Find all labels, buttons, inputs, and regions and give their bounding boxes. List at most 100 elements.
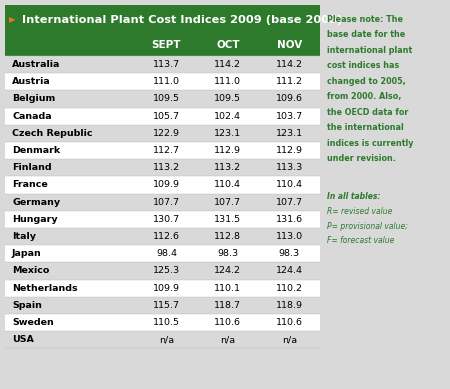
Text: 113.2: 113.2 bbox=[153, 163, 180, 172]
Text: base date for the: base date for the bbox=[327, 30, 405, 40]
Text: 122.9: 122.9 bbox=[153, 129, 180, 138]
Text: USA: USA bbox=[12, 335, 34, 344]
Bar bbox=[5, 56, 320, 73]
Bar bbox=[5, 108, 320, 125]
Text: changed to 2005,: changed to 2005, bbox=[327, 77, 406, 86]
Text: cost indices has: cost indices has bbox=[327, 61, 399, 70]
Text: 109.6: 109.6 bbox=[276, 95, 303, 103]
Text: 111.0: 111.0 bbox=[214, 77, 241, 86]
Text: France: France bbox=[12, 180, 48, 189]
Bar bbox=[5, 280, 320, 297]
Bar bbox=[5, 73, 320, 90]
Text: 110.4: 110.4 bbox=[276, 180, 303, 189]
Text: P= provisional value;: P= provisional value; bbox=[327, 222, 408, 231]
Text: 114.2: 114.2 bbox=[214, 60, 241, 69]
Text: 111.2: 111.2 bbox=[276, 77, 303, 86]
Text: 110.6: 110.6 bbox=[276, 318, 303, 327]
Text: indices is currently: indices is currently bbox=[327, 139, 414, 148]
Text: 112.9: 112.9 bbox=[276, 146, 303, 155]
Text: 125.3: 125.3 bbox=[153, 266, 180, 275]
Text: 118.9: 118.9 bbox=[276, 301, 303, 310]
Text: 110.2: 110.2 bbox=[276, 284, 303, 293]
Bar bbox=[5, 331, 320, 349]
Text: the OECD data for: the OECD data for bbox=[327, 108, 409, 117]
Text: from 2000. Also,: from 2000. Also, bbox=[327, 93, 401, 102]
Text: 112.7: 112.7 bbox=[153, 146, 180, 155]
Text: Please note: The: Please note: The bbox=[327, 15, 403, 24]
Bar bbox=[5, 35, 320, 56]
Text: 98.3: 98.3 bbox=[279, 249, 300, 258]
Text: In all tables:: In all tables: bbox=[327, 192, 380, 201]
Bar bbox=[5, 125, 320, 142]
Text: Denmark: Denmark bbox=[12, 146, 60, 155]
Text: 102.4: 102.4 bbox=[214, 112, 241, 121]
Text: Germany: Germany bbox=[12, 198, 60, 207]
Text: 112.8: 112.8 bbox=[214, 232, 241, 241]
Text: 130.7: 130.7 bbox=[153, 215, 180, 224]
Bar bbox=[5, 176, 320, 194]
Text: 110.1: 110.1 bbox=[214, 284, 241, 293]
Text: Finland: Finland bbox=[12, 163, 52, 172]
Text: 112.9: 112.9 bbox=[214, 146, 241, 155]
Text: Japan: Japan bbox=[12, 249, 42, 258]
Text: OCT: OCT bbox=[216, 40, 240, 50]
Text: R= revised value: R= revised value bbox=[327, 207, 392, 216]
Text: Hungary: Hungary bbox=[12, 215, 58, 224]
Text: 115.7: 115.7 bbox=[153, 301, 180, 310]
Text: 113.2: 113.2 bbox=[214, 163, 241, 172]
Text: 109.9: 109.9 bbox=[153, 180, 180, 189]
Text: Belgium: Belgium bbox=[12, 95, 55, 103]
Text: the international: the international bbox=[327, 123, 404, 133]
Text: 110.4: 110.4 bbox=[214, 180, 241, 189]
Text: international plant: international plant bbox=[327, 46, 412, 55]
Text: 118.7: 118.7 bbox=[214, 301, 241, 310]
Text: 107.7: 107.7 bbox=[153, 198, 180, 207]
Text: 124.2: 124.2 bbox=[214, 266, 241, 275]
Text: Italy: Italy bbox=[12, 232, 36, 241]
Text: 114.2: 114.2 bbox=[276, 60, 303, 69]
Text: SEPT: SEPT bbox=[152, 40, 181, 50]
Text: 98.4: 98.4 bbox=[156, 249, 177, 258]
Bar bbox=[5, 263, 320, 280]
Text: 107.7: 107.7 bbox=[276, 198, 303, 207]
Text: NOV: NOV bbox=[277, 40, 302, 50]
Text: under revision.: under revision. bbox=[327, 154, 396, 163]
Text: F= forecast value: F= forecast value bbox=[327, 237, 394, 245]
Text: 112.6: 112.6 bbox=[153, 232, 180, 241]
Text: 109.5: 109.5 bbox=[214, 95, 241, 103]
Bar bbox=[5, 211, 320, 228]
Text: 131.6: 131.6 bbox=[276, 215, 303, 224]
Text: 103.7: 103.7 bbox=[276, 112, 303, 121]
Text: n/a: n/a bbox=[220, 335, 235, 344]
Text: 98.3: 98.3 bbox=[217, 249, 238, 258]
Text: n/a: n/a bbox=[159, 335, 174, 344]
Text: 105.7: 105.7 bbox=[153, 112, 180, 121]
Bar bbox=[5, 90, 320, 108]
Text: Czech Republic: Czech Republic bbox=[12, 129, 93, 138]
Bar bbox=[5, 314, 320, 331]
Text: 111.0: 111.0 bbox=[153, 77, 180, 86]
Text: 113.7: 113.7 bbox=[153, 60, 180, 69]
Text: Mexico: Mexico bbox=[12, 266, 50, 275]
Bar bbox=[5, 5, 320, 35]
Bar bbox=[5, 159, 320, 176]
Text: 124.4: 124.4 bbox=[276, 266, 303, 275]
Text: ▶: ▶ bbox=[9, 15, 15, 24]
Text: 113.3: 113.3 bbox=[276, 163, 303, 172]
Text: 123.1: 123.1 bbox=[276, 129, 303, 138]
Text: 110.6: 110.6 bbox=[214, 318, 241, 327]
Text: 113.0: 113.0 bbox=[276, 232, 303, 241]
Text: 123.1: 123.1 bbox=[214, 129, 241, 138]
Text: n/a: n/a bbox=[282, 335, 297, 344]
Bar bbox=[5, 297, 320, 314]
Text: Spain: Spain bbox=[12, 301, 42, 310]
Text: 107.7: 107.7 bbox=[214, 198, 241, 207]
Text: Austria: Austria bbox=[12, 77, 51, 86]
Text: 110.5: 110.5 bbox=[153, 318, 180, 327]
Text: 109.5: 109.5 bbox=[153, 95, 180, 103]
Text: Netherlands: Netherlands bbox=[12, 284, 77, 293]
Text: Sweden: Sweden bbox=[12, 318, 54, 327]
Bar bbox=[5, 245, 320, 263]
Text: 109.9: 109.9 bbox=[153, 284, 180, 293]
Bar bbox=[5, 228, 320, 245]
